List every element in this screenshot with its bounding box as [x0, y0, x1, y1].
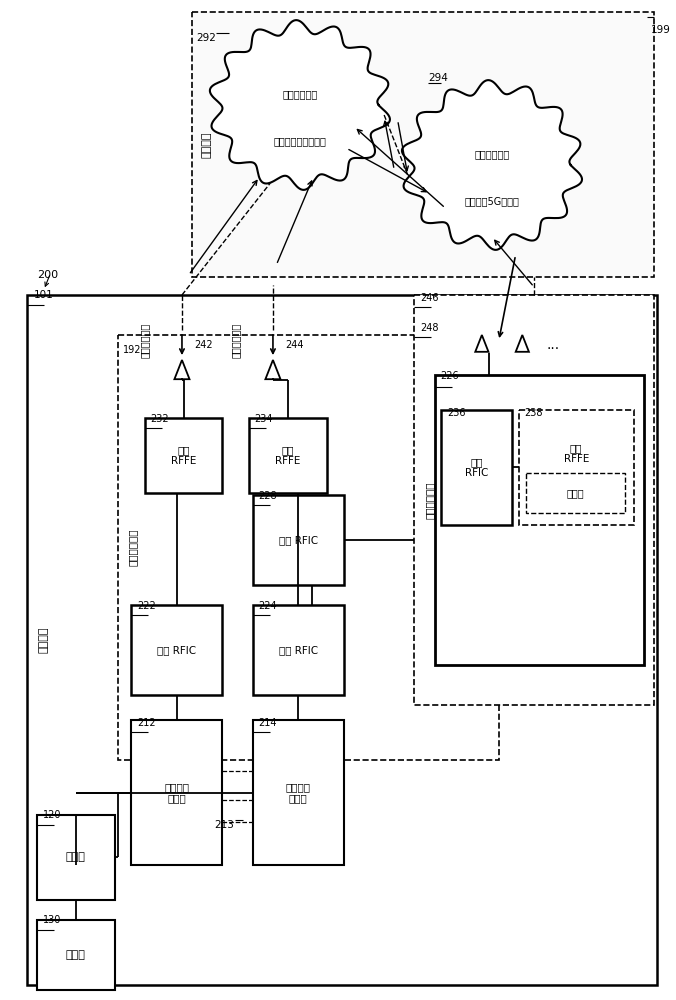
Text: 232: 232 [150, 414, 169, 424]
Text: 234: 234 [255, 414, 273, 424]
Bar [37, 815, 114, 900]
Text: 第三
RFIC: 第三 RFIC [465, 457, 489, 478]
Text: 192: 192 [123, 345, 142, 355]
Bar [37, 920, 114, 990]
Text: 222: 222 [137, 601, 155, 611]
Text: ...: ... [546, 338, 559, 352]
Text: 移相器: 移相器 [566, 488, 584, 498]
Text: 电子装置: 电子装置 [39, 627, 49, 653]
Text: 第一
RFFE: 第一 RFFE [171, 445, 196, 466]
Text: 199: 199 [651, 25, 671, 35]
Text: 无线通信模块: 无线通信模块 [128, 529, 138, 566]
Text: 第二蜂窝网络: 第二蜂窝网络 [475, 149, 510, 159]
Text: 226: 226 [440, 371, 459, 381]
Polygon shape [210, 20, 390, 190]
Text: 存储器: 存储器 [66, 950, 86, 960]
Text: （例如，5G网络）: （例如，5G网络） [464, 196, 519, 206]
Text: 第二
RFFE: 第二 RFFE [275, 445, 301, 466]
Text: 244: 244 [285, 340, 304, 350]
Text: 242: 242 [194, 340, 213, 350]
Text: 第二 RFIC: 第二 RFIC [279, 645, 318, 655]
Text: 第二通信
处理器: 第二通信 处理器 [286, 782, 311, 803]
Text: 第四 RFIC: 第四 RFIC [279, 535, 318, 545]
Text: 248: 248 [420, 323, 438, 333]
Text: 第三
RFFE: 第三 RFFE [564, 443, 589, 464]
Text: 第二天线模块: 第二天线模块 [231, 322, 241, 358]
Text: （例如，传统网络）: （例如，传统网络） [274, 136, 327, 146]
Text: 第一天线模块: 第一天线模块 [140, 322, 150, 358]
Bar [519, 410, 633, 525]
Text: 第三天线模块: 第三天线模块 [425, 481, 434, 519]
Polygon shape [402, 80, 582, 250]
Bar [131, 720, 222, 865]
Bar [435, 375, 644, 665]
Text: 处理器: 处理器 [66, 852, 86, 862]
Text: 246: 246 [420, 293, 438, 303]
Text: 236: 236 [447, 408, 465, 418]
Bar [192, 12, 654, 277]
Bar [253, 495, 343, 585]
Text: 238: 238 [525, 408, 543, 418]
Bar [526, 473, 625, 513]
Text: 101: 101 [34, 290, 53, 300]
Text: 200: 200 [37, 270, 58, 280]
Bar [118, 335, 499, 760]
Bar [253, 720, 343, 865]
Text: 第一通信
处理器: 第一通信 处理器 [164, 782, 189, 803]
Bar [131, 605, 222, 695]
Bar [441, 410, 512, 525]
Text: 120: 120 [43, 810, 61, 820]
Text: 224: 224 [258, 601, 276, 611]
Bar [145, 418, 222, 493]
Text: 214: 214 [258, 718, 276, 728]
Text: 第一蜂窝网络: 第一蜂窝网络 [283, 89, 318, 99]
Bar [27, 295, 657, 985]
Bar [249, 418, 327, 493]
Text: 228: 228 [258, 491, 276, 501]
Text: 第三网络: 第三网络 [202, 131, 212, 158]
Text: 292: 292 [196, 33, 216, 43]
Text: 130: 130 [43, 915, 61, 925]
Bar [414, 295, 654, 705]
Text: 294: 294 [428, 73, 448, 83]
Bar [253, 605, 343, 695]
Text: 212: 212 [137, 718, 155, 728]
Text: 213: 213 [215, 820, 235, 830]
Text: 第一 RFIC: 第一 RFIC [158, 645, 197, 655]
